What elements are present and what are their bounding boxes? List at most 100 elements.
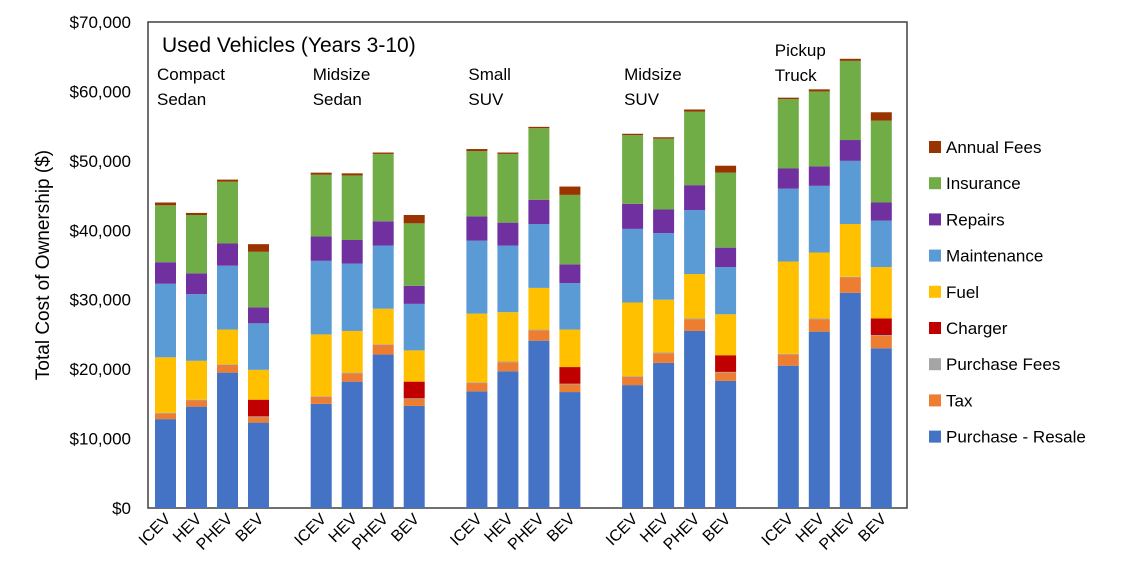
bar-segment-fuel — [155, 357, 176, 413]
bar-segment-annual-fees — [217, 179, 238, 182]
bar-segment-purchase-fees — [403, 398, 425, 400]
x-tick-label: ICEV — [447, 511, 486, 550]
bar-segment-charger — [870, 318, 892, 336]
legend-label: Maintenance — [946, 247, 1043, 266]
bar-segment-purchase-resale — [839, 292, 861, 508]
legend-item: Repairs — [929, 210, 1005, 229]
bar-segment-maintenance — [715, 267, 737, 315]
x-tick-label: ICEV — [136, 511, 175, 550]
bar-segment-maintenance — [372, 245, 394, 309]
bar-segment-repairs — [684, 185, 706, 211]
bar-stack — [870, 112, 892, 508]
bar-stack — [403, 215, 425, 508]
bar-segment-tax — [372, 344, 394, 355]
bar-segment-maintenance — [497, 245, 519, 313]
group-label: Midsize SUV — [624, 65, 682, 109]
bar-segment-insurance — [777, 99, 799, 169]
bar-segment-annual-fees — [466, 149, 488, 152]
x-tick-label: ICEV — [603, 511, 642, 550]
bar-segment-tax — [715, 372, 737, 381]
group-label: Midsize Sedan — [313, 65, 371, 109]
bar-segment-insurance — [559, 194, 581, 265]
bar-segment-tax — [839, 277, 861, 293]
x-tick-label: PHEV — [349, 511, 392, 554]
bar-segment-repairs — [777, 168, 799, 189]
bar-segment-repairs — [559, 264, 581, 284]
bar-segment-tax — [466, 383, 488, 392]
bar-segment-repairs — [622, 203, 644, 229]
bar-segment-insurance — [528, 128, 550, 200]
bar-segment-charger — [559, 367, 581, 384]
bar-segment-fuel — [559, 329, 581, 368]
x-tick-label: BEV — [700, 511, 735, 546]
legend-label: Repairs — [946, 210, 1005, 229]
bar-segment-tax — [622, 376, 644, 386]
bar-segment-fuel — [341, 330, 363, 373]
bar-segment-insurance — [653, 138, 675, 210]
bar-segment-fuel — [248, 369, 269, 400]
bar-segment-fuel — [684, 274, 706, 319]
bar-segment-insurance — [622, 135, 644, 204]
bar-segment-repairs — [341, 240, 363, 264]
bar-segment-annual-fees — [870, 112, 892, 121]
bar-segment-tax — [653, 353, 675, 363]
group-label: Compact Sedan — [157, 65, 225, 109]
y-tick-label: $60,000 — [70, 82, 131, 101]
bar-segment-annual-fees — [372, 152, 394, 154]
bar-segment-maintenance — [155, 283, 176, 358]
bar-segment-fuel — [466, 313, 488, 383]
bar-segment-annual-fees — [839, 58, 861, 61]
x-tick-label: PHEV — [661, 511, 704, 554]
legend-swatch — [929, 213, 941, 226]
bar-segment-purchase-resale — [777, 365, 799, 508]
bar-segment-purchase-resale — [186, 406, 207, 508]
legend-item: Charger — [929, 319, 1008, 338]
bar-segment-annual-fees — [403, 215, 425, 224]
bar-segment-fuel — [622, 302, 644, 377]
bar-stack — [248, 244, 269, 508]
bar-segment-insurance — [403, 223, 425, 286]
x-tick-label: ICEV — [292, 511, 331, 550]
bar-segment-annual-fees — [622, 133, 644, 136]
legend-item: Insurance — [929, 174, 1021, 193]
x-tick-label: BEV — [855, 511, 890, 546]
legend-swatch — [929, 394, 941, 407]
bar-stack — [777, 97, 799, 508]
bar-segment-repairs — [466, 216, 488, 241]
bar-stack — [684, 109, 706, 508]
y-tick-label: $20,000 — [70, 360, 131, 379]
bar-segment-repairs — [808, 166, 830, 186]
legend-swatch — [929, 249, 941, 262]
bar-segment-purchase-resale — [341, 381, 363, 508]
bar-segment-insurance — [808, 91, 830, 167]
bar-segment-purchase-resale — [622, 385, 644, 508]
bar-segment-tax — [870, 335, 892, 349]
bar-segment-purchase-resale — [870, 348, 892, 508]
y-tick-label: $30,000 — [70, 291, 131, 310]
bar-segment-fuel — [839, 224, 861, 277]
bar-segment-purchase-resale — [310, 403, 332, 508]
bar-stack — [559, 186, 581, 508]
y-tick-label: $50,000 — [70, 152, 131, 171]
bar-segment-annual-fees — [497, 152, 519, 154]
bar-segment-purchase-resale — [466, 391, 488, 508]
bar-stack — [653, 137, 675, 508]
bar-segment-repairs — [155, 262, 176, 284]
bar-segment-purchase-fees — [372, 344, 394, 345]
bar-segment-repairs — [528, 199, 550, 225]
bar-segment-fuel — [310, 334, 332, 397]
legend-swatch — [929, 285, 941, 298]
bar-segment-purchase-fees — [870, 335, 892, 336]
bar-segment-maintenance — [248, 323, 269, 370]
bar-segment-insurance — [870, 120, 892, 203]
bar-stack — [310, 172, 332, 508]
bar-segment-annual-fees — [528, 126, 550, 129]
x-tick-label: BEV — [544, 511, 579, 546]
bar-segment-repairs — [870, 202, 892, 221]
bar-segment-repairs — [217, 243, 238, 266]
bar-segment-repairs — [372, 221, 394, 246]
legend-label: Charger — [946, 319, 1008, 338]
bar-segment-repairs — [310, 236, 332, 261]
legend-label: Tax — [946, 391, 973, 410]
bar-segment-repairs — [497, 222, 519, 246]
